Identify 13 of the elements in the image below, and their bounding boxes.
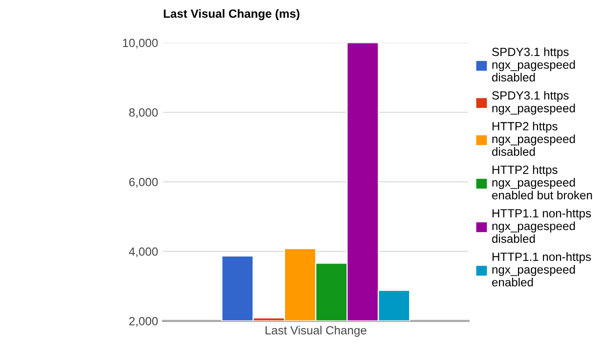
y-tick-label: 6,000: [129, 178, 158, 188]
y-tick-label: 2,000: [129, 316, 158, 327]
legend-label: HTTP1.1 non-https ngx_pagespeed disabled: [492, 208, 591, 243]
y-tick-label: 4,000: [128, 247, 158, 258]
legend-label: SPDY3.1 https ngx_pagespeed: [492, 90, 575, 115]
y-tick-label: 8,000: [129, 108, 158, 118]
legend-label: HTTP2 https ngx_pagespeed disabled: [492, 122, 575, 156]
x-tick-label: Last Visual Change: [266, 326, 366, 337]
chart-title: Last Visual Change (ms): [164, 9, 300, 20]
y-tick-label: 10,000: [123, 38, 158, 48]
legend-label: SPDY3.1 https ngx_pagespeed disabled: [492, 47, 575, 82]
legend-label: HTTP1.1 non-https ngx_pagespeed enabled: [492, 252, 591, 286]
legend-label: HTTP2 https ngx_pagespeed enabled but broken: [492, 165, 592, 200]
